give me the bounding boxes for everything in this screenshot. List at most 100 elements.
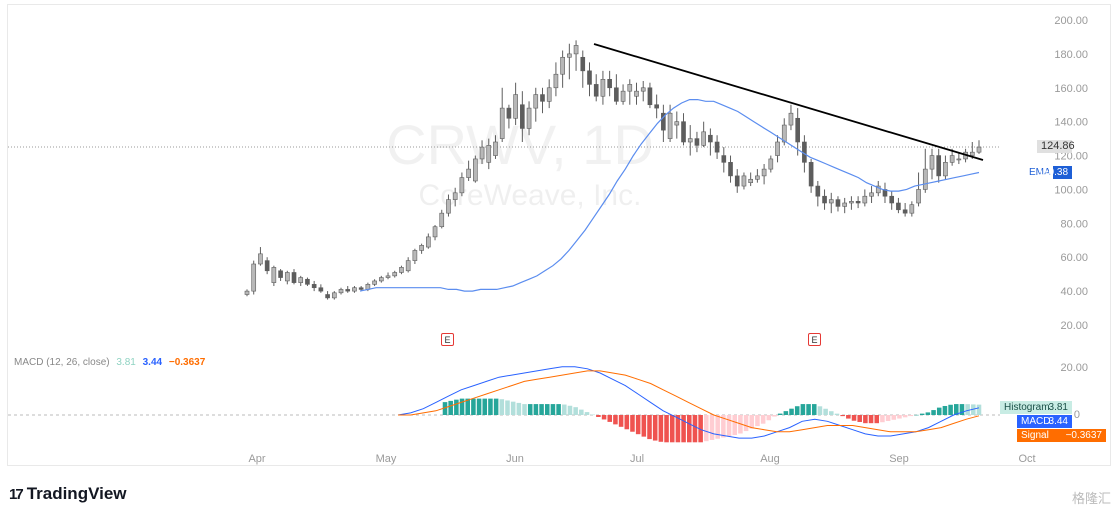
candle-body <box>835 199 841 207</box>
histogram-bar <box>607 415 613 422</box>
macd-legend[interactable]: MACD (12, 26, close) 3.81 3.44 −0.3637 <box>14 357 205 368</box>
histogram-bar <box>931 410 936 415</box>
candle-body <box>849 201 854 204</box>
ema-tag: EMA 110.38 <box>1027 166 1072 179</box>
candle-body <box>331 292 337 299</box>
candle-body <box>244 290 250 295</box>
last-price-tag: 124.86 <box>1037 140 1075 153</box>
histogram-bar <box>459 398 465 415</box>
histogram-bar <box>971 404 976 415</box>
macd-axis: 20.00 0 <box>1060 362 1088 421</box>
candle-body <box>325 294 330 299</box>
candle-body <box>667 112 673 139</box>
histogram-bar <box>544 404 550 415</box>
candle-body <box>493 141 498 156</box>
histogram-bar <box>959 404 965 415</box>
candle-body <box>264 260 270 272</box>
histogram-bar <box>800 404 806 415</box>
candle-body <box>358 287 364 290</box>
candle-body <box>587 70 592 85</box>
macd-legend-histogram: 3.81 <box>116 357 136 368</box>
candle-body <box>768 158 774 170</box>
trend-line[interactable] <box>593 43 984 161</box>
histogram-bar <box>579 409 584 415</box>
candle-body <box>909 204 915 214</box>
candle-body <box>701 131 706 146</box>
earnings-marker[interactable]: E <box>808 333 821 346</box>
candle-body <box>788 112 794 126</box>
histogram-bar <box>590 414 595 416</box>
histogram-bar <box>789 408 794 415</box>
histogram-bar <box>732 415 737 436</box>
candle-body <box>546 87 552 102</box>
candle-body <box>372 280 377 285</box>
histogram-bar <box>687 415 692 443</box>
histogram-bar <box>823 408 828 415</box>
histogram-bar <box>874 415 880 424</box>
time-axis: Apr May Jun Jul Aug Sep Oct <box>248 453 1035 465</box>
histogram-bar <box>584 412 590 415</box>
histogram-bar <box>840 415 845 417</box>
candle-body <box>969 151 975 156</box>
histogram-bar <box>647 415 652 440</box>
histogram-bar <box>658 415 664 442</box>
candle-body <box>258 253 263 265</box>
candle-body <box>271 267 277 283</box>
candle-body <box>432 226 438 238</box>
candle-body <box>352 287 357 292</box>
ema-tag-label: EMA <box>1027 166 1053 179</box>
histogram-bar <box>794 406 800 415</box>
macd-legend-signal: −0.3637 <box>168 357 206 368</box>
candle-body <box>567 53 572 58</box>
histogram-bar <box>721 415 726 438</box>
histogram-bar <box>726 415 732 437</box>
time-tick: Aug <box>760 453 780 465</box>
candle-body <box>311 284 317 289</box>
macd-tag: MACD 3.44 <box>1017 415 1072 428</box>
histogram-bar <box>965 404 970 415</box>
tradingview-logo[interactable]: 17 TradingView <box>9 484 127 504</box>
time-tick: May <box>376 453 397 465</box>
candle-body <box>560 56 565 75</box>
ema-line <box>359 98 980 292</box>
candle-body <box>446 199 451 214</box>
tradingview-logo-text: TradingView <box>26 484 127 503</box>
histogram-bar <box>829 411 834 415</box>
candle-body <box>661 112 666 131</box>
histogram-bar <box>499 399 505 415</box>
candle-body <box>459 177 465 194</box>
candle-body <box>499 107 505 139</box>
candle-body <box>741 175 747 187</box>
histogram-bar <box>652 415 658 441</box>
histogram-bar <box>857 415 862 422</box>
candle-body <box>781 124 787 143</box>
candle-body <box>916 189 921 204</box>
histogram-bar <box>618 415 624 427</box>
candle-body <box>506 107 512 119</box>
histogram-bar <box>601 415 607 420</box>
histogram-bar <box>635 415 641 435</box>
candle-body <box>399 267 404 273</box>
histogram-bar <box>811 404 817 415</box>
candle-body <box>976 146 982 153</box>
histogram-bar <box>522 404 527 415</box>
candle-body <box>808 162 814 187</box>
histogram-bar <box>664 415 669 443</box>
candle-body <box>318 287 324 292</box>
signal-tag: Signal −0.3637 <box>1017 429 1106 442</box>
price-tick: 140.00 <box>1054 117 1088 129</box>
histogram-bar <box>868 415 874 424</box>
histogram-bar <box>448 400 453 415</box>
candle-body <box>640 87 646 92</box>
histogram-bar <box>550 404 556 415</box>
candle-body <box>385 275 391 278</box>
price-tick: 20.00 <box>1060 320 1088 332</box>
histogram-bar <box>919 413 925 415</box>
histogram-bar <box>533 404 539 415</box>
candle-body <box>896 202 901 211</box>
watermark-symbol: CRWV, 1D <box>386 113 654 176</box>
candle-body <box>627 84 633 92</box>
earnings-marker[interactable]: E <box>441 333 454 346</box>
candle-body <box>513 94 518 119</box>
candle-body <box>540 94 545 102</box>
